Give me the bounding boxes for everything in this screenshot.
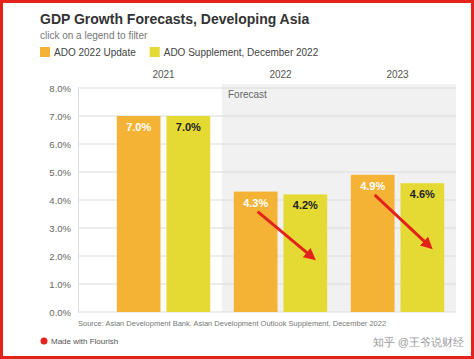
y-axis-line [78,89,79,313]
subtitle: click on a legend to filter [40,30,148,41]
bar [351,175,395,312]
bars [117,116,444,312]
title: GDP Growth Forecasts, Developing Asia [40,11,309,27]
legend-label[interactable]: ADO Supplement, December 2022 [164,47,319,58]
y-tick-label: 8.0% [49,83,71,94]
y-tick-label: 6.0% [49,139,71,150]
chart: GDP Growth Forecasts, Developing Asia cli… [0,0,474,359]
legend-swatch[interactable] [150,47,160,57]
credit: Made with Flourish [51,337,118,346]
data-label: 4.3% [243,197,268,209]
credit-logo [41,338,48,345]
y-tick: 6.0% [49,139,78,150]
y-tick: 3.0% [49,223,78,234]
legend: ADO 2022 Update ADO Supplement, December … [40,47,319,58]
data-label: 4.2% [293,199,318,211]
data-label: 7.0% [126,121,151,133]
grid-line [78,88,456,89]
grid [78,88,456,312]
frame [2,2,473,358]
y-tick-label: 3.0% [49,223,71,234]
y-axis: 0.0% 1.0% 2.0% 3.0% 4.0% 5.0% 6.0% 7.0% 8.0% [49,83,78,318]
arrow [258,212,312,257]
y-tick: 0.0% [49,307,78,318]
data-label: 4.6% [410,188,435,200]
legend-label[interactable]: ADO 2022 Update [54,47,136,58]
y-tick-label: 4.0% [49,195,71,206]
data-labels: 7.0% 4.3% 4.9% 7.0% 4.2% 4.6% [126,121,435,211]
bar [400,183,444,312]
x-tick: 2021 [152,69,175,80]
y-tick: 5.0% [49,167,78,178]
x-tick-label: 2021 [152,69,175,80]
y-tick: 2.0% [49,251,78,262]
watermark: 知乎 @王爷说财经 [373,336,464,348]
arrow [375,195,429,245]
y-tick-label: 2.0% [49,251,71,262]
x-tick-label: 2022 [269,69,292,80]
legend-item[interactable]: ADO 2022 Update [40,47,136,58]
x-axis: 2021 2022 2023 [152,69,409,80]
x-tick-label: 2023 [386,69,409,80]
bar [234,192,278,312]
data-label: 4.9% [360,180,385,192]
bar [166,116,210,312]
y-tick: 4.0% [49,195,78,206]
arrows [258,195,429,257]
data-label: 7.0% [176,121,201,133]
source: Source: Asian Development Bank. Asian De… [78,319,386,328]
x-tick: 2023 [386,69,409,80]
annotation: Forecast [228,89,267,100]
bar [117,116,161,312]
y-tick-label: 0.0% [49,307,71,318]
y-tick: 8.0% [49,83,78,94]
y-tick-label: 1.0% [49,279,71,290]
x-tick: 2022 [269,69,292,80]
forecast-region [222,84,456,312]
legend-item[interactable]: ADO Supplement, December 2022 [150,47,319,58]
y-tick: 7.0% [49,111,78,122]
y-tick-label: 5.0% [49,167,71,178]
y-tick-label: 7.0% [49,111,71,122]
legend-swatch[interactable] [40,47,50,57]
y-tick: 1.0% [49,279,78,290]
